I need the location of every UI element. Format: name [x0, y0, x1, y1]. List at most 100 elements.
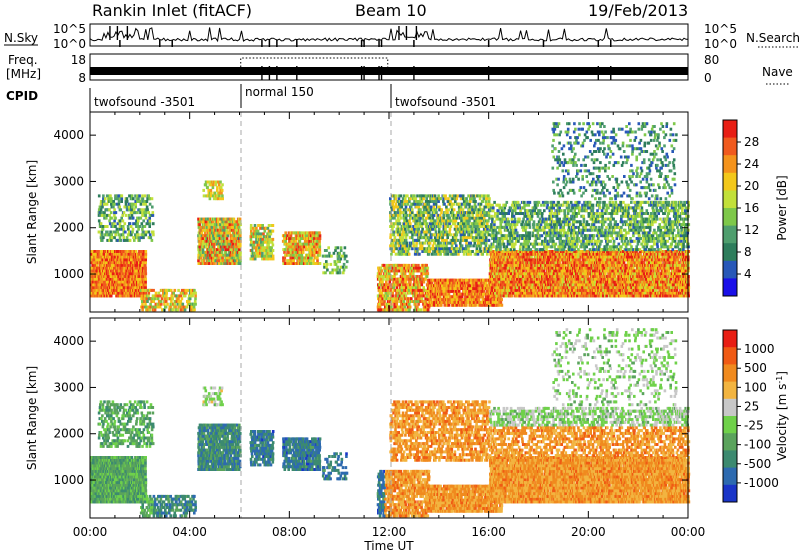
power-cell-918: [154, 291, 158, 295]
power-cell-2407: [314, 250, 317, 254]
power-cell-2109: [267, 254, 270, 258]
power-cell-1881: [236, 259, 240, 263]
power-cell-3299: [413, 252, 417, 256]
power-cell-2509: [345, 254, 348, 258]
power-cell-2844: [407, 291, 411, 295]
power-cell-3372: [419, 208, 422, 212]
power-cell-2082: [263, 249, 266, 252]
power-cell-1808: [230, 239, 234, 243]
power-cell-2541: [378, 291, 382, 295]
power-cell-4441: [465, 284, 469, 288]
power-cell-2883: [412, 288, 415, 292]
power-cell-2940: [417, 308, 420, 312]
power-cell-866: [141, 288, 144, 292]
power-cell-3524: [433, 250, 437, 253]
power-cell-3532: [434, 222, 437, 226]
nsky-line: [89, 27, 689, 43]
cpid-segment-3: twofsound -3501: [395, 95, 496, 109]
power-cell-3946: [472, 194, 475, 198]
power-cell-2811: [404, 308, 408, 312]
power-cell-1366: [147, 194, 150, 198]
power-cell-1745: [225, 225, 228, 229]
power-cell-2193: [288, 239, 291, 243]
power-cell-3675: [447, 202, 451, 206]
power-cell-3864: [465, 222, 468, 226]
power-cell-3886: [467, 230, 470, 234]
power-cell-972: [171, 308, 174, 312]
power-cell-1907: [237, 225, 241, 229]
power-cell-2403: [313, 237, 316, 240]
power-cell-1526: [207, 231, 211, 235]
power-cell-1169: [114, 225, 117, 228]
power-cell-3027: [426, 308, 430, 312]
power-cell-1357: [146, 219, 150, 223]
power-cell-3289: [412, 202, 415, 206]
power-cell-1658: [218, 228, 221, 232]
power-cell-896: [149, 305, 153, 309]
power-cell-4279: [446, 298, 449, 302]
power-cell-3674: [447, 208, 451, 212]
power-cell-864: [141, 302, 144, 306]
power-cell-92: [95, 263, 99, 267]
power-cell-744: [137, 255, 140, 259]
power-cell-697: [133, 261, 137, 265]
power-cell-4562: [481, 289, 484, 293]
power-cell-1387: [197, 262, 201, 265]
power-cell-881: [145, 297, 148, 301]
power-cell-1995: [251, 240, 254, 244]
power-cell-1269: [130, 194, 134, 198]
power-cell-3638: [444, 233, 447, 237]
power-cell-1441: [201, 248, 205, 252]
power-cell-1254: [129, 225, 133, 228]
power-cell-1934: [206, 180, 210, 184]
power-cell-3065: [391, 241, 394, 245]
power-cell-1628: [215, 242, 219, 246]
power-cell-2029: [255, 251, 259, 255]
power-cell-1015: [182, 305, 186, 309]
power-cell-4040: [481, 252, 484, 256]
power-cell-2969: [420, 297, 424, 301]
power-cell-1128: [108, 208, 111, 212]
power-cell-3111: [396, 241, 400, 245]
power-cell-3924: [470, 205, 473, 209]
power-cell-3199: [403, 244, 407, 248]
power-cell-2856: [408, 283, 412, 287]
power-cell-4187: [434, 287, 438, 290]
power-cell-3209: [404, 197, 407, 201]
power-cell-3782: [457, 208, 461, 212]
cpid-segment-1: twofsound -3501: [94, 95, 195, 109]
power-cell-3686: [448, 216, 451, 220]
power-cell-2089: [264, 240, 267, 244]
power-cell-2040: [256, 237, 260, 241]
power-cell-2610: [384, 266, 388, 270]
power-cell-2559: [379, 266, 383, 270]
power-cell-1217: [122, 230, 126, 234]
power-cell-1976: [219, 186, 223, 190]
power-cell-3165: [400, 227, 404, 231]
power-cell-2461: [326, 262, 329, 266]
power-cell-2192: [288, 242, 292, 246]
power-cell-3863: [465, 227, 468, 231]
power-cell-4546: [479, 289, 482, 293]
power-cell-3055: [390, 252, 393, 256]
power-cell-917: [154, 294, 158, 298]
power-cell-3311: [414, 200, 417, 203]
power-cell-240: [104, 255, 108, 259]
power-cell-1112: [106, 238, 109, 242]
power-cell-1281: [134, 233, 137, 237]
power-cell-3818: [460, 227, 464, 231]
power-cell-1303: [137, 236, 141, 240]
power-cell-3400: [422, 208, 426, 212]
power-cell-2121: [268, 251, 271, 255]
beam-title: Beam 10: [355, 1, 427, 20]
power-cell-1195: [118, 219, 122, 223]
power-cell-4137: [428, 287, 432, 290]
power-cell-3708: [450, 205, 454, 209]
power-cell-758: [138, 258, 141, 262]
power-cell-3342: [417, 227, 420, 231]
power-cell-3933: [471, 213, 474, 217]
power-cell-488: [120, 255, 123, 259]
power-cell-852: [144, 263, 147, 267]
power-cell-1050: [192, 291, 195, 295]
power-cell-849: [144, 272, 148, 276]
